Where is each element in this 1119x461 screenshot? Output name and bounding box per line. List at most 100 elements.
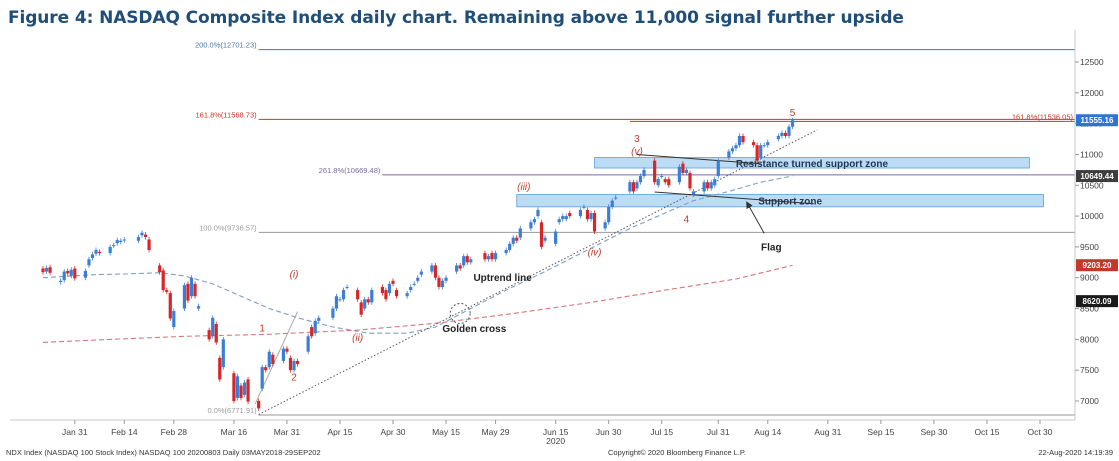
- candle-body: [741, 135, 745, 143]
- candle-body: [306, 336, 310, 352]
- candle-body: [182, 285, 187, 309]
- fib-label: 100.0%(9736.57): [199, 223, 257, 232]
- candle-body: [455, 265, 459, 272]
- candle-body: [511, 237, 515, 244]
- candle-body: [444, 277, 448, 281]
- x-tick-label: Mar 31: [274, 427, 301, 437]
- candle-body: [186, 283, 190, 301]
- candle-body: [465, 256, 469, 263]
- footer: NDX Index (NASDAQ 100 Stock Index) NASDA…: [6, 448, 1113, 457]
- y-tick-label: 7500: [1080, 365, 1099, 375]
- zone-rect: [594, 157, 1030, 169]
- candle-body: [242, 382, 247, 395]
- wave-label: (ii): [352, 333, 363, 344]
- candle-body: [582, 206, 586, 208]
- candle-body: [578, 209, 582, 217]
- candle-body: [518, 228, 522, 238]
- fib-label: 200.0%(12701.23): [195, 41, 257, 50]
- x-tick-label: May 29: [482, 427, 510, 437]
- candle-body: [136, 237, 141, 241]
- price-tag-label: 8620.09: [1083, 297, 1112, 306]
- fib-label: 261.8%(10669.48): [319, 166, 381, 175]
- wave-label: 3: [634, 134, 640, 145]
- x-tick-label: Oct 15: [974, 427, 999, 437]
- candle-body: [706, 182, 710, 189]
- candle-body: [161, 270, 165, 291]
- candle-body: [709, 182, 713, 189]
- wave-label: 5: [790, 108, 796, 119]
- price-tag: [1076, 295, 1118, 308]
- y-tick-label: 9000: [1080, 273, 1099, 283]
- flag-arrow: [746, 201, 765, 234]
- candle-body: [221, 339, 225, 368]
- candle-body: [168, 293, 172, 319]
- fib-label: 161.8%(11536.05): [1012, 112, 1074, 121]
- candle-body: [334, 296, 339, 309]
- candle-body: [115, 240, 119, 244]
- fib-label: 0.0%(6771.91): [207, 406, 257, 415]
- candle-body: [631, 182, 636, 192]
- x-tick-label: Feb 14: [111, 427, 138, 437]
- candle-body: [642, 169, 646, 177]
- candle-body: [366, 299, 370, 303]
- candle-body: [564, 216, 568, 220]
- candle-body: [419, 271, 423, 275]
- candle-body: [532, 219, 537, 223]
- price-tag-label: 9203.20: [1083, 261, 1112, 270]
- candle-body: [232, 373, 236, 401]
- x-tick-label: Apr 30: [380, 427, 405, 437]
- candle-body: [635, 182, 639, 189]
- candle-body: [469, 259, 473, 263]
- candle-body: [143, 234, 148, 238]
- candle-body: [790, 120, 795, 127]
- candle-body: [458, 265, 462, 269]
- y-tick-label: 7000: [1080, 396, 1099, 406]
- candle-body: [264, 367, 268, 371]
- candle-body: [62, 271, 66, 281]
- candle-body: [416, 277, 420, 281]
- candle-body: [667, 179, 671, 186]
- candle-body: [44, 267, 49, 272]
- candle-body: [384, 290, 388, 300]
- candle-body: [557, 219, 561, 223]
- zone-label: Resistance turned support zone: [736, 159, 889, 170]
- wave-label: (i): [290, 270, 299, 281]
- candle-body: [119, 240, 123, 242]
- x-tick-label: Jul 31: [707, 427, 730, 437]
- x-tick-label: Jul 15: [650, 427, 673, 437]
- candle-body: [787, 126, 791, 136]
- candle-body: [592, 213, 597, 232]
- candle-body: [589, 213, 593, 220]
- candle-body: [317, 317, 321, 321]
- y-tick-label: 10000: [1080, 211, 1104, 221]
- candle-body: [515, 237, 519, 241]
- footer-right: 22-Aug-2020 14:19:39: [1038, 448, 1113, 457]
- price-tag: [1076, 170, 1118, 183]
- candle-body: [387, 283, 392, 294]
- candle-body: [338, 299, 342, 301]
- candle-body: [702, 182, 706, 192]
- candle-body: [433, 265, 438, 278]
- candle-body: [285, 348, 289, 352]
- candle-body: [97, 251, 102, 254]
- x-tick-label: Feb 28: [161, 427, 188, 437]
- labels: 1 2 (i) (ii) (iii) (iv) (v)3 4 5 Uptrend line Gold…: [259, 108, 795, 383]
- candle-body: [691, 191, 696, 195]
- candle-body: [73, 268, 77, 279]
- candle-body: [759, 145, 763, 158]
- candle-body: [359, 302, 363, 315]
- candle-body: [331, 308, 335, 318]
- candle-body: [147, 239, 151, 250]
- fibonacci-lines: 200.0%(12701.23) 161.8%(11568.73) 261.8%(1…: [195, 41, 1075, 416]
- wave-label: 1: [259, 323, 265, 334]
- y-tick-label: 12500: [1080, 57, 1104, 67]
- candle-body: [543, 237, 547, 241]
- y-tick-label: 9500: [1080, 242, 1099, 252]
- candle-body: [108, 246, 112, 254]
- candle-body: [638, 176, 643, 183]
- flag-upper-line: [636, 153, 761, 165]
- candle-body: [490, 253, 494, 260]
- candle-body: [437, 277, 441, 287]
- x-tick-label: May 15: [432, 427, 460, 437]
